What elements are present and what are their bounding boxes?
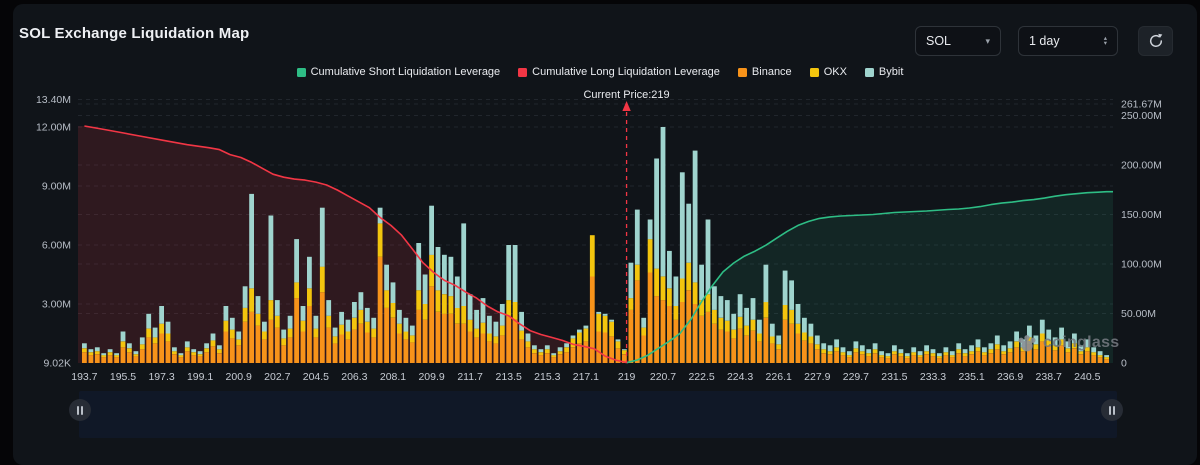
- svg-text:211.7: 211.7: [457, 371, 483, 383]
- svg-text:200.9: 200.9: [226, 371, 252, 383]
- legend-swatch: [296, 67, 306, 77]
- legend-swatch: [809, 67, 819, 77]
- svg-text:231.5: 231.5: [881, 371, 907, 383]
- svg-text:226.1: 226.1: [766, 371, 792, 383]
- legend-label: OKX: [823, 66, 847, 78]
- symbol-select-value: SOL: [926, 34, 952, 48]
- legend-item-okx[interactable]: OKX: [809, 66, 847, 78]
- interval-select[interactable]: 1 day ▴ ▾: [1018, 26, 1118, 56]
- svg-text:233.3: 233.3: [920, 371, 946, 383]
- refresh-button[interactable]: [1138, 26, 1173, 56]
- svg-text:0: 0: [1121, 358, 1127, 370]
- svg-text:202.7: 202.7: [264, 371, 290, 383]
- legend-item-binance[interactable]: Binance: [737, 66, 792, 78]
- cumulative-long-line: [84, 125, 627, 364]
- svg-text:222.5: 222.5: [688, 371, 714, 383]
- legend-label: Cumulative Long Liquidation Leverage: [532, 66, 720, 78]
- legend-label: Bybit: [878, 66, 904, 78]
- brush-handle-left[interactable]: [69, 399, 91, 421]
- svg-text:238.7: 238.7: [1036, 371, 1062, 383]
- svg-text:213.5: 213.5: [496, 371, 522, 383]
- legend-item-cumulative-long-liquidation-leverage[interactable]: Cumulative Long Liquidation Leverage: [518, 66, 720, 78]
- brush-handle-right[interactable]: [1101, 399, 1123, 421]
- svg-text:3.00M: 3.00M: [42, 299, 71, 311]
- svg-text:13.40M: 13.40M: [36, 94, 71, 106]
- symbol-select[interactable]: SOL ▾: [915, 26, 1001, 56]
- svg-text:199.1: 199.1: [187, 371, 213, 383]
- svg-text:197.3: 197.3: [148, 371, 174, 383]
- svg-text:215.3: 215.3: [534, 371, 560, 383]
- legend-label: Binance: [751, 66, 792, 78]
- refresh-icon: [1149, 33, 1162, 47]
- interval-select-value: 1 day: [1029, 34, 1060, 48]
- svg-text:227.9: 227.9: [804, 371, 830, 383]
- liquidation-bars: [82, 127, 1109, 363]
- cumulative-short-line: [626, 190, 1113, 364]
- svg-text:206.3: 206.3: [341, 371, 367, 383]
- svg-text:235.1: 235.1: [958, 371, 984, 383]
- long-area: [78, 126, 627, 363]
- svg-text:204.5: 204.5: [303, 371, 329, 383]
- chart-legend: Cumulative Short Liquidation Leverage Cum…: [0, 66, 1200, 78]
- liquidation-map-card: [13, 4, 1197, 465]
- svg-text:208.1: 208.1: [380, 371, 406, 383]
- svg-text:6.00M: 6.00M: [42, 240, 71, 252]
- svg-text:240.5: 240.5: [1074, 371, 1100, 383]
- svg-text:12.00M: 12.00M: [36, 122, 71, 134]
- x-axis-labels: 193.7 195.5 197.3 199.1 200.9 202.7 204.5 206.3…: [71, 371, 1100, 383]
- svg-text:220.7: 220.7: [650, 371, 676, 383]
- stepper-up-down-icon: ▴ ▾: [1103, 35, 1107, 47]
- left-axis-labels: 13.40M 12.00M 9.00M 6.00M 3.00M 9.02K: [36, 94, 71, 369]
- svg-text:50.00M: 50.00M: [1121, 308, 1156, 320]
- legend-label: Cumulative Short Liquidation Leverage: [310, 66, 501, 78]
- legend-item-bybit[interactable]: Bybit: [864, 66, 904, 78]
- svg-text:9.02K: 9.02K: [44, 357, 71, 369]
- svg-text:250.00M: 250.00M: [1121, 110, 1162, 122]
- chevron-down-icon: ▾: [985, 35, 990, 46]
- svg-text:236.9: 236.9: [997, 371, 1023, 383]
- svg-text:217.1: 217.1: [573, 371, 599, 383]
- svg-text:229.7: 229.7: [843, 371, 869, 383]
- legend-item-cumulative-short-liquidation-leverage[interactable]: Cumulative Short Liquidation Leverage: [296, 66, 501, 78]
- svg-text:200.00M: 200.00M: [1121, 160, 1162, 172]
- zoom-brush-track[interactable]: [79, 391, 1117, 438]
- svg-text:100.00M: 100.00M: [1121, 259, 1162, 271]
- svg-text:9.00M: 9.00M: [42, 181, 71, 193]
- watermark-text: coinglass: [1043, 334, 1120, 351]
- legend-swatch: [737, 67, 747, 77]
- legend-swatch: [864, 67, 874, 77]
- svg-text:209.9: 209.9: [418, 371, 444, 383]
- page-title: SOL Exchange Liquidation Map: [19, 25, 250, 42]
- svg-text:150.00M: 150.00M: [1121, 209, 1162, 221]
- svg-text:261.67M: 261.67M: [1121, 98, 1162, 110]
- current-price-label: Current Price:219: [583, 89, 669, 101]
- legend-swatch: [518, 67, 528, 77]
- coinglass-logo-icon: [1018, 335, 1036, 352]
- current-price-arrow-icon: [622, 101, 631, 111]
- svg-text:219: 219: [618, 371, 636, 383]
- svg-text:195.5: 195.5: [110, 371, 136, 383]
- coinglass-watermark: coinglass: [1016, 332, 1120, 354]
- svg-text:193.7: 193.7: [71, 371, 97, 383]
- svg-text:224.3: 224.3: [727, 371, 753, 383]
